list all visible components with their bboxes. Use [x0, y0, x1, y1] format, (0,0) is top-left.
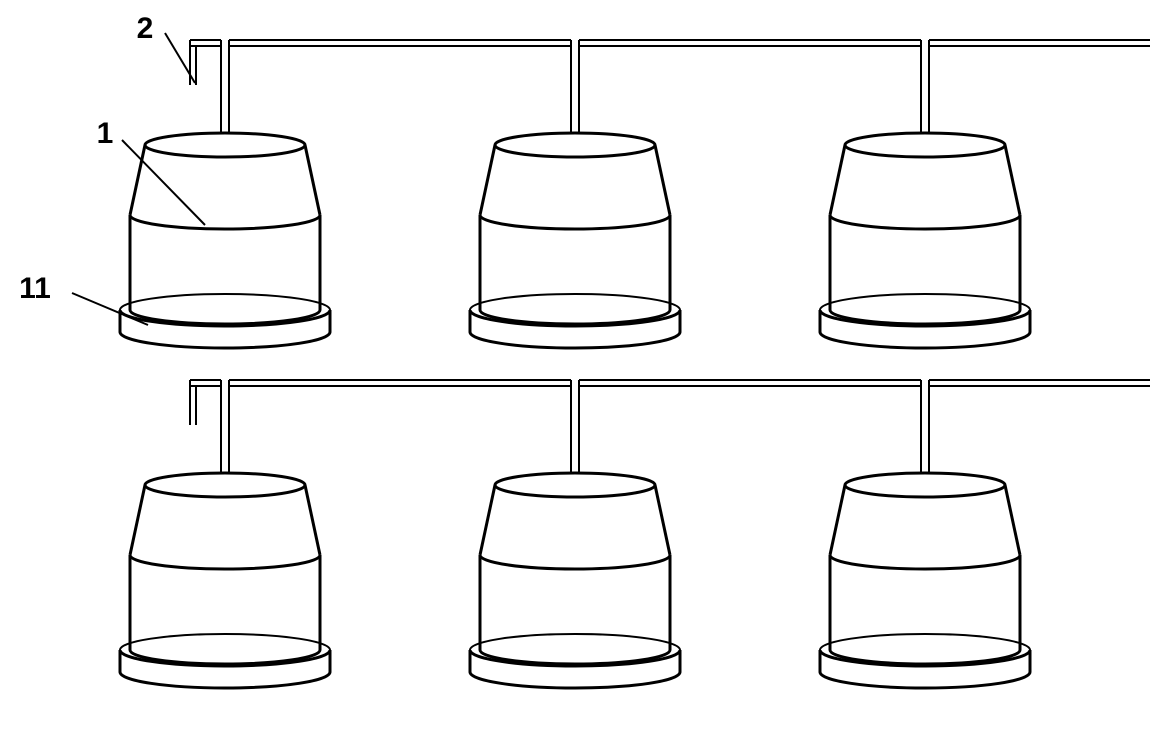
- vessel-shoulder-left: [130, 485, 145, 555]
- tray-bottom-arc: [120, 332, 330, 348]
- vessel-top-ellipse: [145, 473, 305, 497]
- tray-top-arc-back: [820, 634, 1030, 650]
- vessel-shoulder-left: [830, 485, 845, 555]
- vessel-mid-arc: [830, 555, 1020, 569]
- vessel-shoulder-left: [480, 145, 495, 215]
- diagram-canvas: 2111: [0, 0, 1163, 752]
- vessel: [120, 473, 330, 688]
- vessel: [470, 133, 680, 348]
- vessel-top-ellipse: [495, 133, 655, 157]
- vessel-mid-arc: [480, 215, 670, 229]
- tray-top-arc-back: [820, 294, 1030, 310]
- tray-bottom-arc: [820, 332, 1030, 348]
- vessel-shoulder-left: [480, 485, 495, 555]
- tray-top-arc-back: [120, 294, 330, 310]
- vessel: [820, 473, 1030, 688]
- leader-tray: [72, 293, 148, 325]
- tray-top-arc-back: [470, 634, 680, 650]
- vessel: [120, 133, 330, 348]
- vessel-top-ellipse: [845, 133, 1005, 157]
- vessel-shoulder-right: [305, 145, 320, 215]
- tray-top-arc-back: [470, 294, 680, 310]
- vessel-shoulder-right: [1005, 485, 1020, 555]
- vessel-shoulder-right: [655, 145, 670, 215]
- tray-bottom-arc: [820, 672, 1030, 688]
- tray-bottom-arc: [120, 672, 330, 688]
- vessel-mid-arc: [130, 555, 320, 569]
- vessel-top-ellipse: [495, 473, 655, 497]
- vessel-shoulder-left: [830, 145, 845, 215]
- vessel-mid-arc: [480, 555, 670, 569]
- vessel-top-ellipse: [845, 473, 1005, 497]
- vessel-shoulder-right: [305, 485, 320, 555]
- vessel-mid-arc: [130, 215, 320, 229]
- label-vessel: 1: [97, 117, 114, 150]
- label-pipe: 2: [137, 12, 154, 45]
- vessel-top-ellipse: [145, 133, 305, 157]
- vessel-shoulder-right: [1005, 145, 1020, 215]
- vessel-shoulder-right: [655, 485, 670, 555]
- tray-top-arc-back: [120, 634, 330, 650]
- tray-bottom-arc: [470, 672, 680, 688]
- label-tray: 11: [19, 272, 51, 305]
- tray-bottom-arc: [470, 332, 680, 348]
- vessel: [820, 133, 1030, 348]
- vessel: [470, 473, 680, 688]
- vessel-mid-arc: [830, 215, 1020, 229]
